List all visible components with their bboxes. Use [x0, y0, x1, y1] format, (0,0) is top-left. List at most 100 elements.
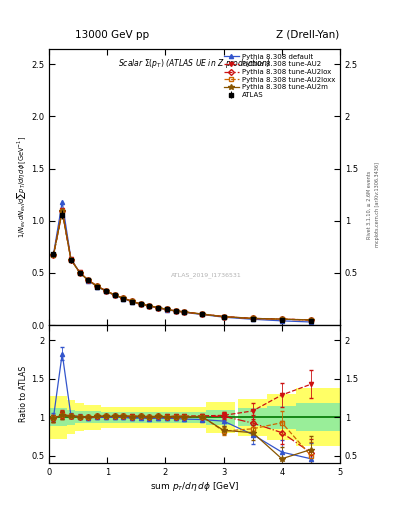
Pythia 8.308 tune-AU2lox — [51, 252, 56, 258]
Pythia 8.308 tune-AU2 — [112, 292, 117, 298]
Pythia 8.308 tune-AU2m — [221, 313, 226, 319]
Pythia 8.308 tune-AU2loxx — [279, 316, 284, 322]
Text: Z (Drell-Yan): Z (Drell-Yan) — [275, 30, 339, 40]
Pythia 8.308 tune-AU2m — [112, 292, 117, 298]
Pythia 8.308 tune-AU2m — [95, 283, 99, 289]
Pythia 8.308 default — [250, 316, 255, 323]
Pythia 8.308 tune-AU2loxx — [112, 292, 117, 298]
Pythia 8.308 default — [130, 299, 134, 305]
Pythia 8.308 tune-AU2lox — [138, 301, 143, 307]
Pythia 8.308 tune-AU2loxx — [86, 278, 91, 284]
Pythia 8.308 tune-AU2m — [86, 278, 91, 284]
Pythia 8.308 default — [121, 295, 126, 302]
Pythia 8.308 tune-AU2 — [156, 305, 161, 311]
Pythia 8.308 tune-AU2m — [147, 303, 152, 309]
Pythia 8.308 tune-AU2lox — [165, 306, 169, 312]
Pythia 8.308 tune-AU2loxx — [121, 295, 126, 301]
Pythia 8.308 default — [200, 311, 204, 317]
Pythia 8.308 tune-AU2 — [279, 316, 284, 322]
Pythia 8.308 tune-AU2m — [279, 316, 284, 322]
Pythia 8.308 default — [112, 292, 117, 298]
Pythia 8.308 tune-AU2lox — [86, 278, 91, 284]
Pythia 8.308 default — [309, 319, 313, 325]
Pythia 8.308 tune-AU2 — [221, 313, 226, 319]
Pythia 8.308 tune-AU2lox — [200, 311, 204, 317]
Pythia 8.308 tune-AU2lox — [173, 308, 178, 314]
Pythia 8.308 tune-AU2 — [200, 311, 204, 317]
Pythia 8.308 tune-AU2lox — [77, 269, 82, 275]
Pythia 8.308 tune-AU2lox — [182, 309, 187, 315]
Pythia 8.308 default — [103, 288, 108, 294]
Pythia 8.308 tune-AU2loxx — [165, 306, 169, 312]
Text: Rivet 3.1.10, ≥ 2.6M events: Rivet 3.1.10, ≥ 2.6M events — [367, 170, 372, 239]
Pythia 8.308 tune-AU2 — [121, 295, 126, 301]
Pythia 8.308 tune-AU2loxx — [95, 283, 99, 289]
Pythia 8.308 tune-AU2lox — [121, 295, 126, 301]
Pythia 8.308 tune-AU2m — [200, 311, 204, 317]
Text: 13000 GeV pp: 13000 GeV pp — [75, 30, 149, 40]
Pythia 8.308 tune-AU2m — [165, 306, 169, 312]
Pythia 8.308 tune-AU2m — [138, 301, 143, 307]
Pythia 8.308 tune-AU2 — [130, 298, 134, 305]
Pythia 8.308 tune-AU2 — [68, 257, 73, 263]
Pythia 8.308 tune-AU2m — [77, 269, 82, 275]
Pythia 8.308 tune-AU2lox — [147, 303, 152, 309]
Pythia 8.308 default — [86, 278, 91, 284]
Pythia 8.308 tune-AU2m — [182, 309, 187, 315]
Pythia 8.308 tune-AU2loxx — [103, 288, 108, 294]
Pythia 8.308 tune-AU2 — [165, 306, 169, 312]
Pythia 8.308 default — [77, 269, 82, 275]
Pythia 8.308 tune-AU2lox — [309, 317, 313, 323]
Pythia 8.308 tune-AU2m — [173, 308, 178, 314]
Pythia 8.308 tune-AU2 — [103, 288, 108, 294]
Pythia 8.308 tune-AU2loxx — [51, 252, 56, 258]
Pythia 8.308 default — [173, 308, 178, 314]
Pythia 8.308 default — [156, 305, 161, 311]
Pythia 8.308 tune-AU2lox — [60, 208, 64, 215]
Pythia 8.308 default — [182, 309, 187, 315]
Pythia 8.308 tune-AU2lox — [221, 313, 226, 319]
Pythia 8.308 tune-AU2m — [309, 317, 313, 323]
Text: mcplots.cern.ch [arXiv:1306.3436]: mcplots.cern.ch [arXiv:1306.3436] — [375, 162, 380, 247]
Pythia 8.308 tune-AU2lox — [68, 257, 73, 263]
Pythia 8.308 tune-AU2 — [86, 277, 91, 283]
Legend: Pythia 8.308 default, Pythia 8.308 tune-AU2, Pythia 8.308 tune-AU2lox, Pythia 8.: Pythia 8.308 default, Pythia 8.308 tune-… — [222, 52, 336, 99]
Pythia 8.308 tune-AU2loxx — [147, 303, 152, 309]
Pythia 8.308 tune-AU2loxx — [173, 308, 178, 314]
Line: Pythia 8.308 tune-AU2: Pythia 8.308 tune-AU2 — [51, 208, 313, 322]
Pythia 8.308 tune-AU2lox — [112, 292, 117, 298]
X-axis label: sum $p_T/d\eta\,d\phi$ [GeV]: sum $p_T/d\eta\,d\phi$ [GeV] — [150, 480, 239, 493]
Pythia 8.308 tune-AU2lox — [103, 288, 108, 294]
Pythia 8.308 tune-AU2m — [130, 298, 134, 305]
Pythia 8.308 default — [95, 284, 99, 290]
Y-axis label: Ratio to ATLAS: Ratio to ATLAS — [19, 366, 28, 422]
Pythia 8.308 default — [51, 251, 56, 257]
Y-axis label: $1/N_{ev}\,dN_{ev}/d\sum p_T/d\eta\,d\phi\,[\mathrm{GeV}^{-1}]$: $1/N_{ev}\,dN_{ev}/d\sum p_T/d\eta\,d\ph… — [15, 136, 28, 238]
Pythia 8.308 tune-AU2m — [250, 315, 255, 322]
Pythia 8.308 tune-AU2m — [51, 252, 56, 258]
Pythia 8.308 tune-AU2m — [68, 257, 73, 263]
Pythia 8.308 tune-AU2m — [156, 305, 161, 311]
Pythia 8.308 tune-AU2loxx — [130, 298, 134, 305]
Pythia 8.308 tune-AU2lox — [250, 315, 255, 322]
Pythia 8.308 default — [60, 199, 64, 205]
Pythia 8.308 tune-AU2loxx — [309, 317, 313, 323]
Text: Scalar $\Sigma(p_T)$ (ATLAS UE in Z production): Scalar $\Sigma(p_T)$ (ATLAS UE in Z prod… — [118, 57, 271, 70]
Pythia 8.308 tune-AU2lox — [95, 283, 99, 289]
Pythia 8.308 default — [147, 303, 152, 309]
Pythia 8.308 tune-AU2 — [77, 269, 82, 275]
Pythia 8.308 tune-AU2 — [173, 308, 178, 314]
Pythia 8.308 tune-AU2loxx — [138, 301, 143, 307]
Pythia 8.308 default — [279, 318, 284, 324]
Line: Pythia 8.308 default: Pythia 8.308 default — [51, 200, 313, 324]
Pythia 8.308 default — [138, 302, 143, 308]
Pythia 8.308 tune-AU2 — [182, 309, 187, 315]
Pythia 8.308 tune-AU2loxx — [156, 305, 161, 311]
Line: Pythia 8.308 tune-AU2loxx: Pythia 8.308 tune-AU2loxx — [51, 209, 313, 322]
Pythia 8.308 tune-AU2loxx — [182, 309, 187, 315]
Pythia 8.308 tune-AU2loxx — [200, 311, 204, 317]
Pythia 8.308 default — [165, 307, 169, 313]
Pythia 8.308 tune-AU2lox — [279, 316, 284, 322]
Pythia 8.308 tune-AU2loxx — [250, 315, 255, 322]
Line: Pythia 8.308 tune-AU2m: Pythia 8.308 tune-AU2m — [51, 208, 314, 323]
